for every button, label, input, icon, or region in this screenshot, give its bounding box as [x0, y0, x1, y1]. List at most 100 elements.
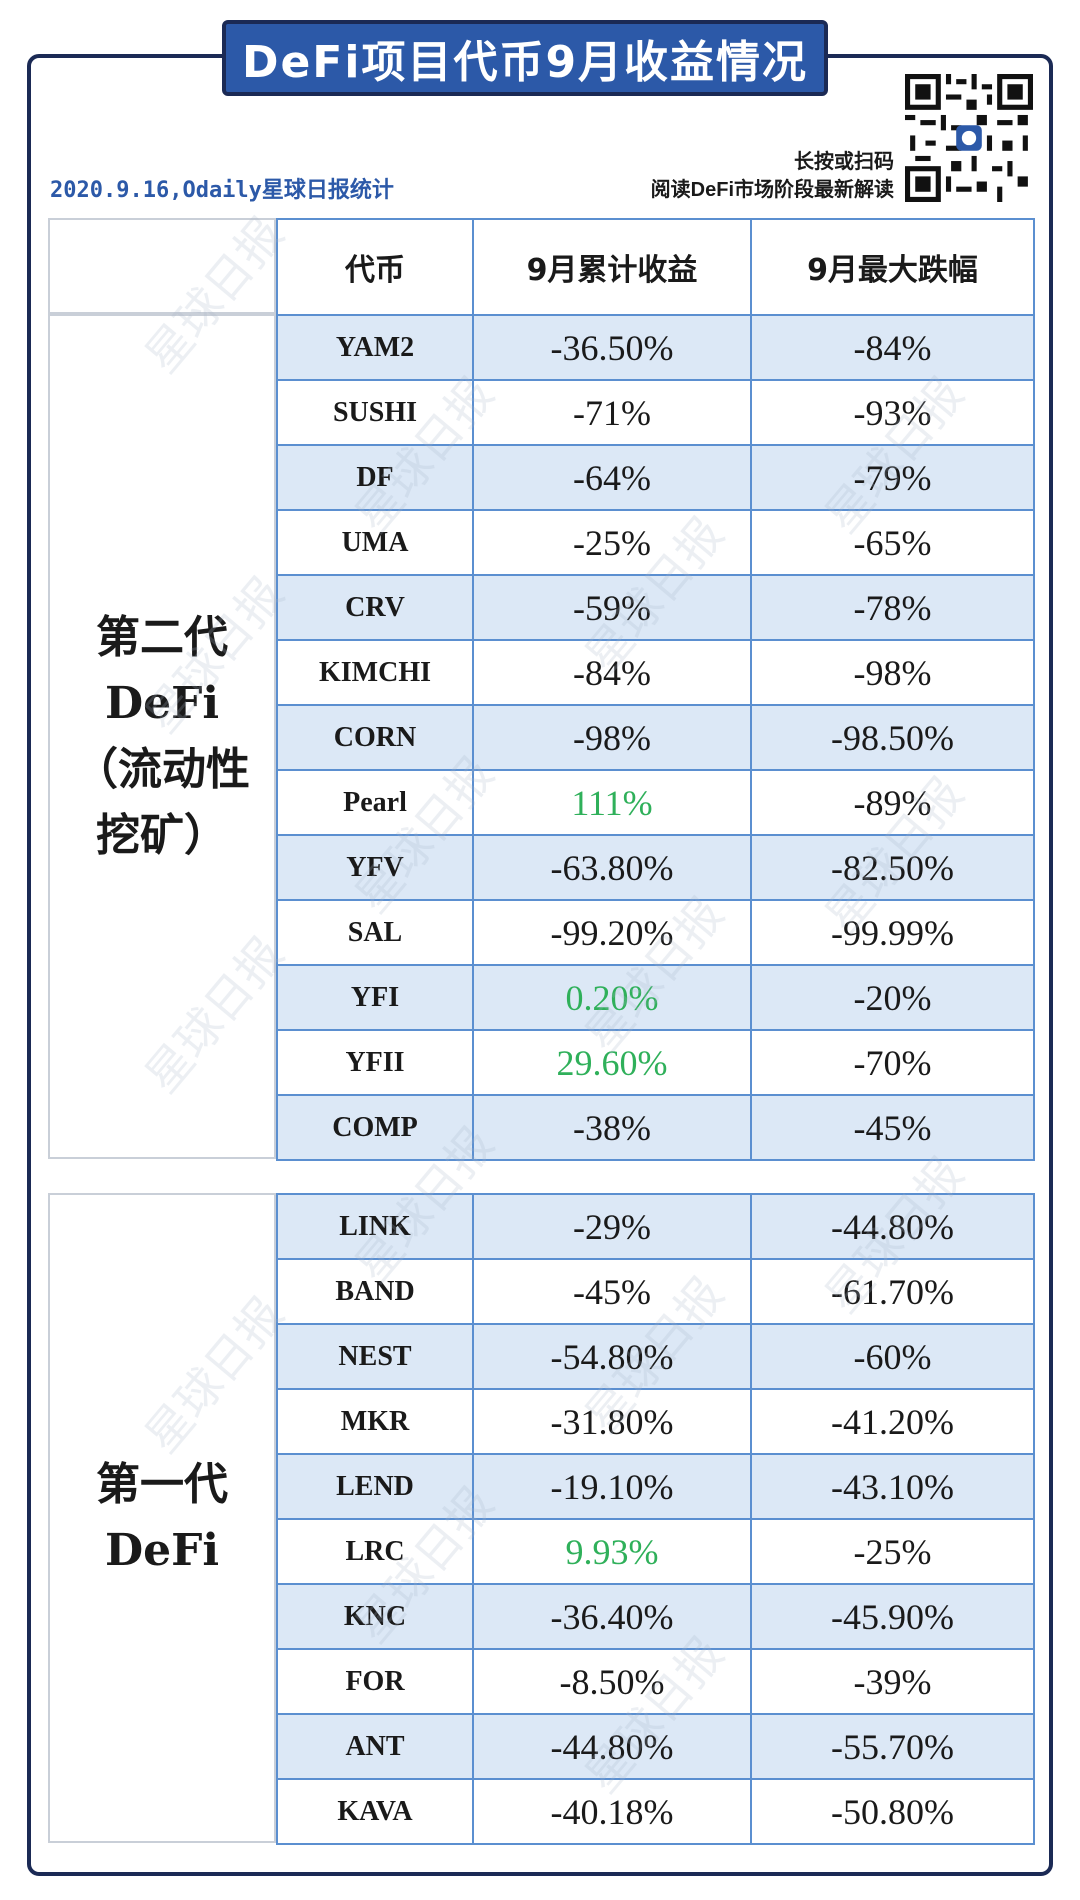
max-drop-cell: -70% [750, 1029, 1035, 1096]
token-cell: KIMCHI [276, 639, 474, 706]
table-row: YAM2 -36.50% -84% [276, 314, 1035, 381]
return-cell: -36.40% [472, 1583, 752, 1650]
token-cell: YAM2 [276, 314, 474, 381]
table-row: CRV -59% -78% [276, 574, 1035, 641]
table-row: Pearl 111% -89% [276, 769, 1035, 836]
token-cell: YFII [276, 1029, 474, 1096]
token-cell: FOR [276, 1648, 474, 1715]
data-table-gen1: LINK -29% -44.80% BAND -45% -61.70% NEST -54.80… [276, 1193, 1035, 1845]
header-row: 代币 9月累计收益 9月最大跌幅 [276, 218, 1035, 316]
max-drop-cell: -39% [750, 1648, 1035, 1715]
token-cell: ANT [276, 1713, 474, 1780]
return-cell: -25% [472, 509, 752, 576]
token-cell: Pearl [276, 769, 474, 836]
token-cell: NEST [276, 1323, 474, 1390]
table-row: SUSHI -71% -93% [276, 379, 1035, 446]
return-cell: -63.80% [472, 834, 752, 901]
max-drop-cell: -45% [750, 1094, 1035, 1161]
column-header-return: 9月累计收益 [472, 218, 752, 316]
table-row: ANT -44.80% -55.70% [276, 1713, 1035, 1780]
max-drop-cell: -44.80% [750, 1193, 1035, 1260]
return-cell: -29% [472, 1193, 752, 1260]
max-drop-cell: -82.50% [750, 834, 1035, 901]
max-drop-cell: -25% [750, 1518, 1035, 1585]
token-cell: CRV [276, 574, 474, 641]
return-cell: -64% [472, 444, 752, 511]
table-row: YFV -63.80% -82.50% [276, 834, 1035, 901]
return-cell: 29.60% [472, 1029, 752, 1096]
table-block-gen2: 第二代 DeFi （流动性 挖矿） 代币 9月累计收益 9月最大跌幅 YAM2-… [48, 218, 1035, 1161]
table-row: DF -64% -79% [276, 444, 1035, 511]
return-cell: -59% [472, 574, 752, 641]
max-drop-cell: -41.20% [750, 1388, 1035, 1455]
table-row: YFI 0.20% -20% [276, 964, 1035, 1031]
qr-caption: 长按或扫码 阅读DeFi市场阶段最新解读 [651, 148, 894, 204]
table-row: LRC 9.93% -25% [276, 1518, 1035, 1585]
page-title: DeFi项目代币9月收益情况 [222, 20, 828, 96]
table-block-gen1: 第一代 DeFi LINK -29% -44.80% BAND -45% -61.70% N… [48, 1193, 1035, 1845]
group-label-cell-gen2: 第二代 DeFi （流动性 挖矿） [48, 314, 276, 1159]
qr-caption-line-2: 阅读DeFi市场阶段最新解读 [650, 179, 894, 201]
token-cell: LINK [276, 1193, 474, 1260]
token-cell: LEND [276, 1453, 474, 1520]
max-drop-cell: -60% [750, 1323, 1035, 1390]
max-drop-cell: -99.99% [750, 899, 1035, 966]
table-row: CORN -98% -98.50% [276, 704, 1035, 771]
table-row: NEST -54.80% -60% [276, 1323, 1035, 1390]
return-cell: -38% [472, 1094, 752, 1161]
token-cell: SUSHI [276, 379, 474, 446]
qr-code-icon[interactable] [905, 74, 1033, 202]
table-row: BAND -45% -61.70% [276, 1258, 1035, 1325]
return-cell: -44.80% [472, 1713, 752, 1780]
max-drop-cell: -55.70% [750, 1713, 1035, 1780]
token-cell: YFV [276, 834, 474, 901]
max-drop-cell: -78% [750, 574, 1035, 641]
token-cell: CORN [276, 704, 474, 771]
max-drop-cell: -43.10% [750, 1453, 1035, 1520]
max-drop-cell: -61.70% [750, 1258, 1035, 1325]
max-drop-cell: -45.90% [750, 1583, 1035, 1650]
return-cell: 9.93% [472, 1518, 752, 1585]
group-label-gen1: 第一代 DeFi [96, 1459, 228, 1576]
token-cell: SAL [276, 899, 474, 966]
source-date: 2020.9.16,Odaily星球日报统计 [50, 178, 394, 203]
return-cell: -99.20% [472, 899, 752, 966]
table-row: KNC -36.40% -45.90% [276, 1583, 1035, 1650]
column-header-max-drop: 9月最大跌幅 [750, 218, 1035, 316]
max-drop-cell: -98% [750, 639, 1035, 706]
qr-caption-line-1: 长按或扫码 [794, 151, 894, 173]
token-cell: UMA [276, 509, 474, 576]
token-cell: YFI [276, 964, 474, 1031]
group-label-gen2: 第二代 DeFi （流动性 挖矿） [74, 611, 250, 861]
max-drop-cell: -93% [750, 379, 1035, 446]
header-blank-cell [48, 218, 276, 314]
token-cell: BAND [276, 1258, 474, 1325]
table-row: MKR -31.80% -41.20% [276, 1388, 1035, 1455]
table-row: KAVA -40.18% -50.80% [276, 1778, 1035, 1845]
table-row: YFII 29.60% -70% [276, 1029, 1035, 1096]
table-row: LEND -19.10% -43.10% [276, 1453, 1035, 1520]
return-cell: -45% [472, 1258, 752, 1325]
token-cell: KAVA [276, 1778, 474, 1845]
return-cell: -98% [472, 704, 752, 771]
return-cell: -71% [472, 379, 752, 446]
token-cell: KNC [276, 1583, 474, 1650]
column-header-token: 代币 [276, 218, 474, 316]
token-cell: MKR [276, 1388, 474, 1455]
return-cell: -54.80% [472, 1323, 752, 1390]
return-cell: -84% [472, 639, 752, 706]
table-row: FOR -8.50% -39% [276, 1648, 1035, 1715]
return-cell: -40.18% [472, 1778, 752, 1845]
return-cell: -19.10% [472, 1453, 752, 1520]
data-table-gen2: 代币 9月累计收益 9月最大跌幅 YAM2 -36.50% -84% SUSHI -71… [276, 218, 1035, 1161]
table-row: SAL -99.20% -99.99% [276, 899, 1035, 966]
group-label-cell-gen1: 第一代 DeFi [48, 1193, 276, 1843]
table-row: LINK -29% -44.80% [276, 1193, 1035, 1260]
token-cell: LRC [276, 1518, 474, 1585]
max-drop-cell: -98.50% [750, 704, 1035, 771]
return-cell: 0.20% [472, 964, 752, 1031]
table-row: UMA -25% -65% [276, 509, 1035, 576]
return-cell: -31.80% [472, 1388, 752, 1455]
return-cell: -8.50% [472, 1648, 752, 1715]
table-row: COMP -38% -45% [276, 1094, 1035, 1161]
